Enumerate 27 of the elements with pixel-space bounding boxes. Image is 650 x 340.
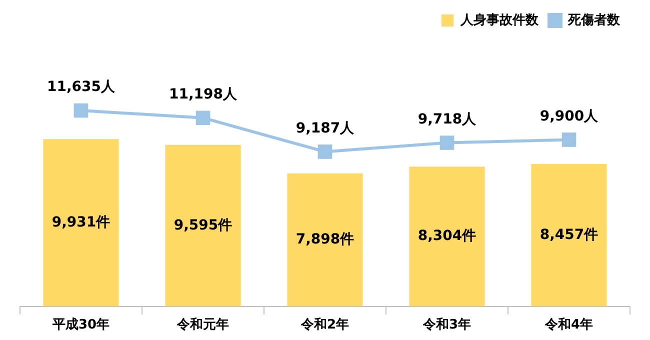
data-label: 11,198人: [168, 86, 238, 102]
point: [318, 144, 332, 159]
x-tick-label: 令和2年: [300, 316, 350, 333]
data-label: 11,635人: [46, 79, 116, 96]
data-label: 9,718人: [418, 111, 478, 128]
bar: [165, 144, 241, 306]
data-label: 8,304件: [418, 228, 476, 244]
data-label: 8,457件: [540, 226, 598, 243]
legend-label: 人身事故件数: [460, 12, 540, 28]
bar: [43, 139, 119, 306]
point: [440, 136, 454, 150]
x-tick-label: 令和4年: [544, 316, 594, 333]
legend-label: 死傷者数: [567, 12, 621, 28]
data-label: 7,898件: [296, 232, 354, 248]
point: [74, 103, 88, 118]
point: [562, 132, 576, 147]
point: [196, 110, 210, 126]
data-label: 9,900人: [540, 108, 600, 124]
bar: [409, 166, 485, 306]
bar: [531, 164, 607, 306]
data-label: 9,595件: [174, 217, 232, 234]
x-tick-label: 平成30年: [51, 318, 110, 333]
bar: [287, 173, 363, 306]
data-label: 9,187人: [296, 120, 356, 136]
data-label: 9,931件: [52, 214, 110, 230]
x-tick-label: 令和3年: [422, 316, 472, 333]
x-tick-label: 令和元年: [176, 316, 229, 333]
